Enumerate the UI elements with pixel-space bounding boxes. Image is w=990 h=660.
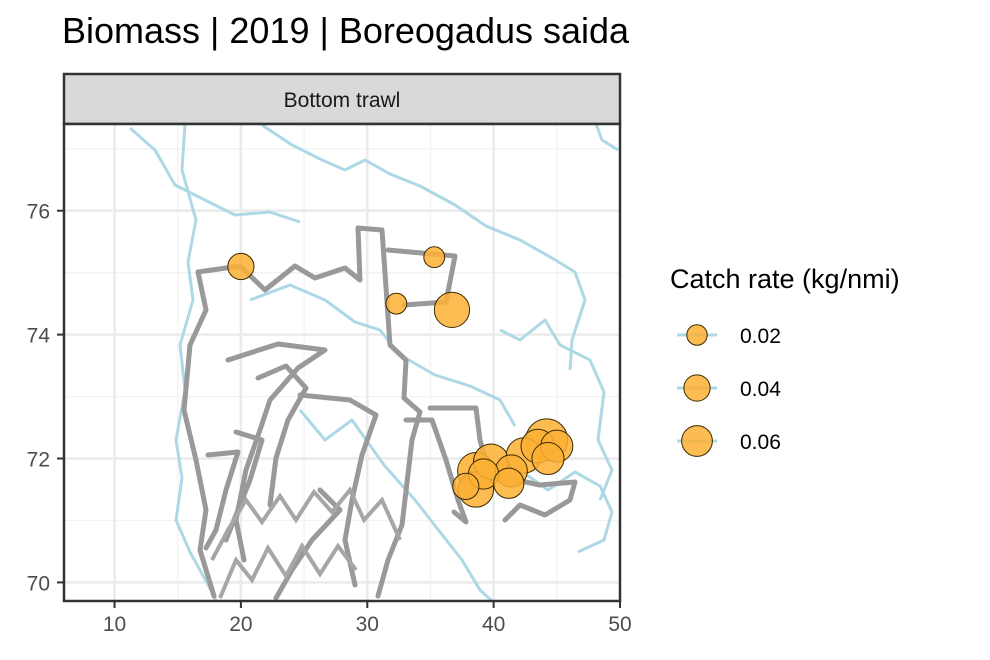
stratum-north	[195, 225, 423, 599]
y-tick-label: 74	[27, 325, 51, 348]
data-point	[493, 467, 525, 499]
data-points	[227, 246, 574, 508]
stratum-south	[273, 487, 343, 601]
panel-border	[62, 122, 622, 603]
data-point	[227, 252, 255, 281]
y-tick-label: 76	[27, 201, 50, 224]
legend-key-point	[681, 425, 713, 457]
strata-layer	[181, 225, 578, 601]
y-tick-label: 72	[27, 449, 50, 472]
data-point	[385, 292, 408, 315]
axes: 10 20 30 40 50 70 72 74 76	[27, 201, 632, 636]
stratum-inner-2	[255, 363, 309, 508]
coast-detail-1	[210, 486, 402, 561]
coastline-kara	[499, 318, 614, 501]
legend-label: 0.06	[740, 431, 781, 454]
x-tick-label: 40	[482, 613, 505, 636]
facet-strip	[62, 72, 622, 126]
legend-label: 0.04	[740, 378, 781, 401]
stratum-east-2	[403, 417, 469, 525]
plot-panel	[64, 124, 620, 601]
data-point	[423, 246, 446, 269]
facet-strip-label: Bottom trawl	[284, 89, 401, 112]
stratum-ne	[385, 247, 458, 308]
legend-key-point	[683, 374, 711, 402]
size-legend: 0.02 0.04 0.06	[677, 324, 781, 457]
data-point	[531, 441, 565, 476]
coastline-south	[298, 409, 494, 601]
chart-title: Biomass | 2019 | Boreogadus saida	[62, 10, 630, 51]
coastline-west-branch	[129, 126, 301, 224]
stratum-inner-3	[297, 392, 379, 588]
data-point	[452, 472, 480, 500]
stratum-inner-5	[203, 449, 241, 551]
legend-label: 0.02	[740, 325, 781, 348]
stratum-east	[427, 405, 578, 523]
coast-detail-layer	[210, 486, 402, 599]
y-tick-label: 70	[27, 572, 50, 595]
coast-detail-2	[218, 542, 358, 599]
coastline-ne	[594, 124, 619, 152]
legend-key-point	[686, 324, 708, 346]
stratum-west	[181, 269, 217, 599]
legend-title: Catch rate (kg/nmi)	[670, 264, 900, 294]
data-point	[433, 291, 471, 328]
coastline-east-bay	[519, 468, 614, 554]
coastline-novaya-zemlya	[261, 124, 587, 371]
x-tick-label: 30	[356, 613, 379, 636]
x-tick-label: 20	[229, 613, 252, 636]
x-tick-label: 50	[608, 613, 631, 636]
x-tick-label: 10	[103, 613, 126, 636]
